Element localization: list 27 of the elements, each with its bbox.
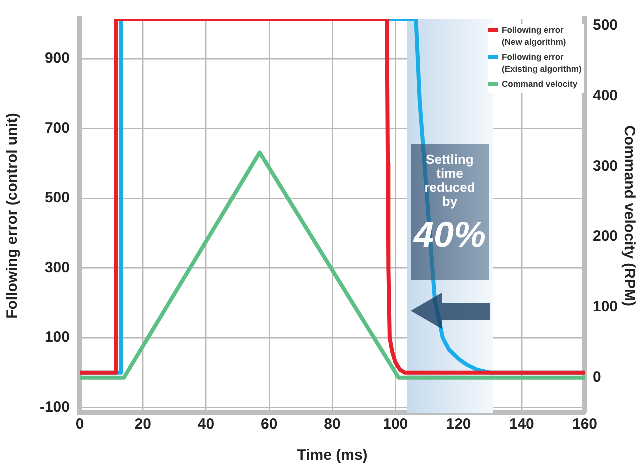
legend-label: Command velocity bbox=[502, 78, 578, 90]
y-tick-label: 300 bbox=[44, 259, 70, 276]
y2-tick-label: 0 bbox=[593, 368, 602, 386]
x-axis-title: Time (ms) bbox=[297, 447, 368, 464]
y-tick-label: 100 bbox=[44, 329, 70, 346]
x-tick-label: 120 bbox=[446, 416, 472, 434]
y-tick-label: 500 bbox=[44, 190, 70, 207]
legend-label: Following error (Existing algorithm) bbox=[502, 51, 583, 75]
y-tick-label: 900 bbox=[44, 50, 70, 68]
x-tick-label: 0 bbox=[76, 416, 84, 434]
y2-tick-label: 500 bbox=[593, 17, 618, 34]
y-axis-title: Following error (control unit) bbox=[4, 113, 22, 319]
y2-axis-title: Command velocity (RPM) bbox=[620, 126, 638, 306]
y2-tick-label: 400 bbox=[593, 88, 618, 105]
y-tick-label: 700 bbox=[44, 120, 70, 137]
x-tick-label: 40 bbox=[198, 416, 215, 434]
x-tick-label: 20 bbox=[134, 416, 152, 434]
x-tick-label: 80 bbox=[324, 416, 341, 434]
y2-tick-label: 100 bbox=[593, 298, 618, 316]
legend-label: Following error (New algorithm) bbox=[502, 24, 568, 48]
y2-tick-label: 300 bbox=[593, 158, 618, 175]
x-tick-label: 60 bbox=[261, 416, 278, 434]
y2-tick-label: 200 bbox=[593, 228, 618, 246]
x-tick-label: 140 bbox=[509, 416, 534, 434]
x-tick-label: 160 bbox=[572, 416, 598, 434]
x-tick-label: 100 bbox=[383, 416, 408, 434]
y-tick-label: -100 bbox=[40, 398, 70, 416]
